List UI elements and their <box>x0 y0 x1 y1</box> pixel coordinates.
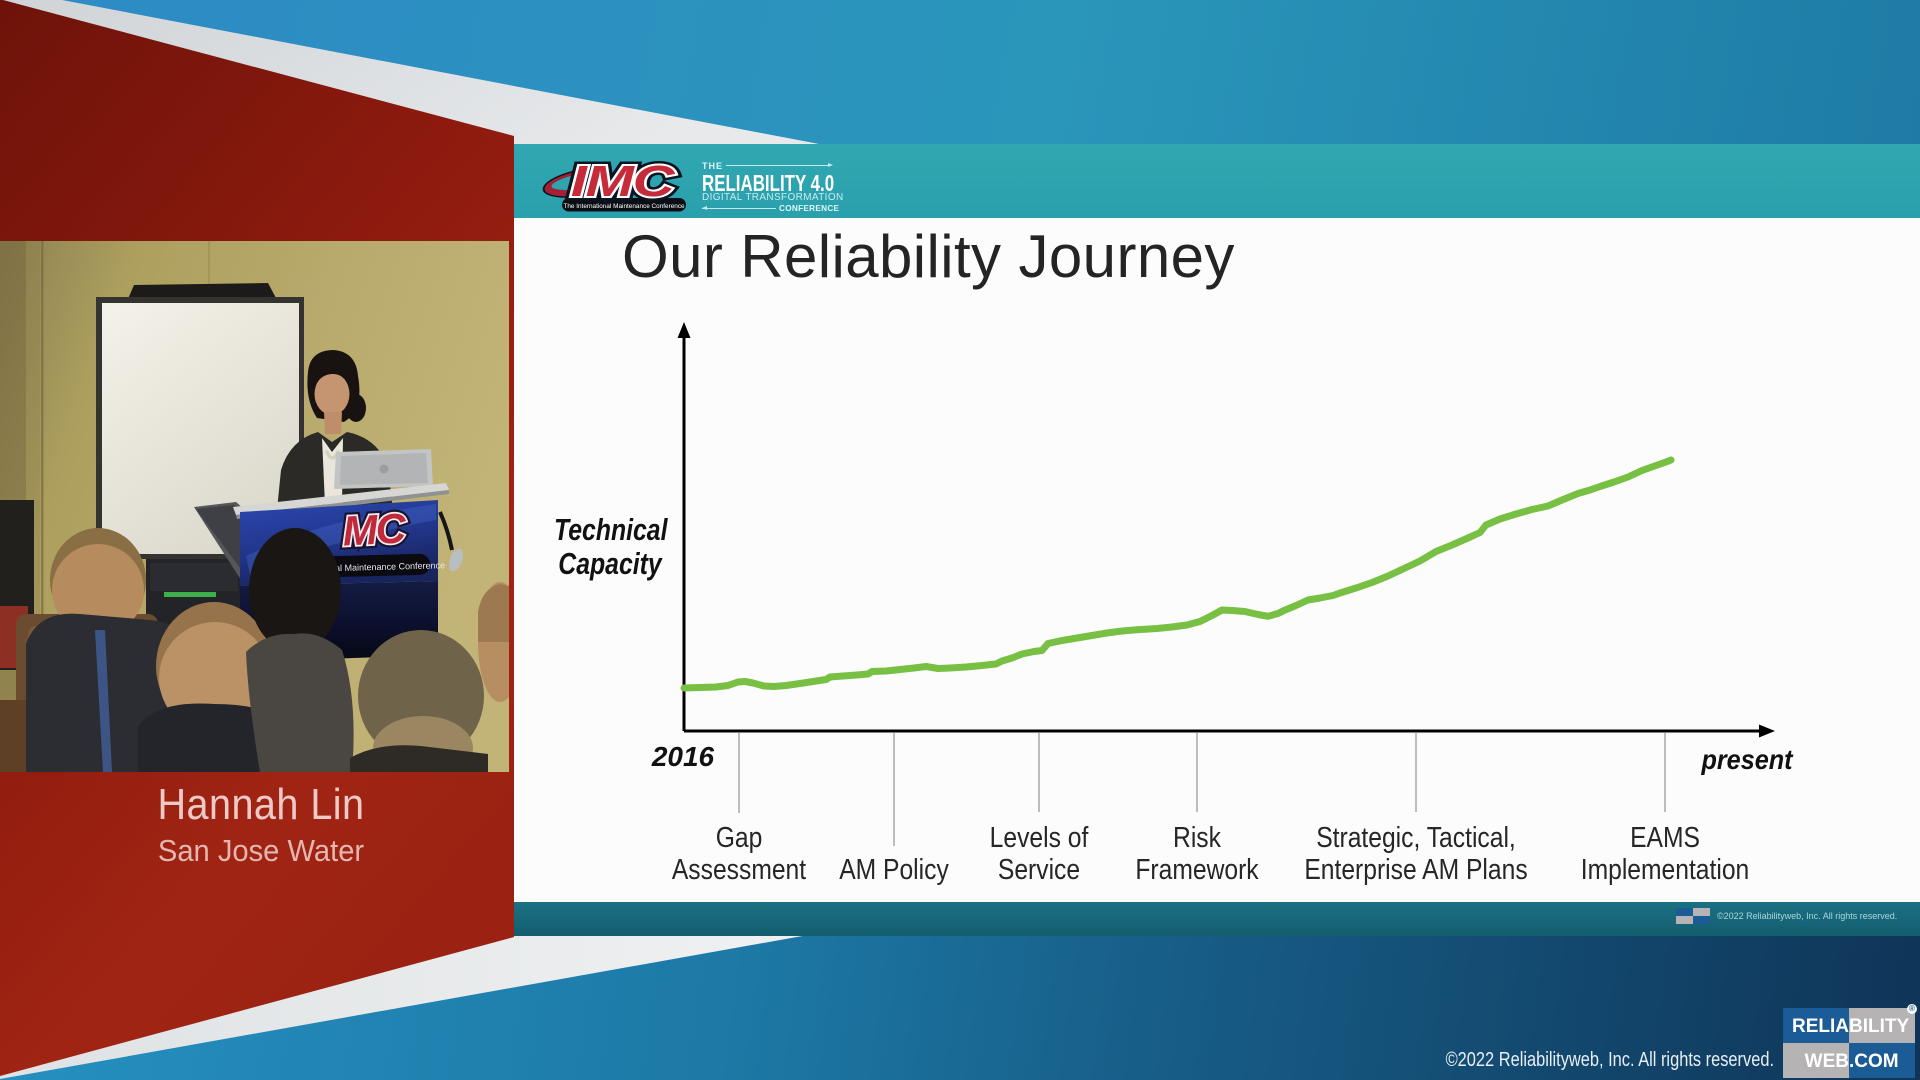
svg-text:IMC: IMC <box>571 156 676 205</box>
svg-text:nal Maintenance Conference: nal Maintenance Conference <box>330 560 445 573</box>
svg-text:MC: MC <box>341 504 407 554</box>
svg-text:IMC: IMC <box>571 156 676 205</box>
svg-text:IMC: IMC <box>571 156 676 205</box>
svg-text:The International Maintenance: The International Maintenance Conference <box>563 203 685 210</box>
svg-text:MC: MC <box>341 504 407 554</box>
svg-text:MC: MC <box>341 504 407 554</box>
